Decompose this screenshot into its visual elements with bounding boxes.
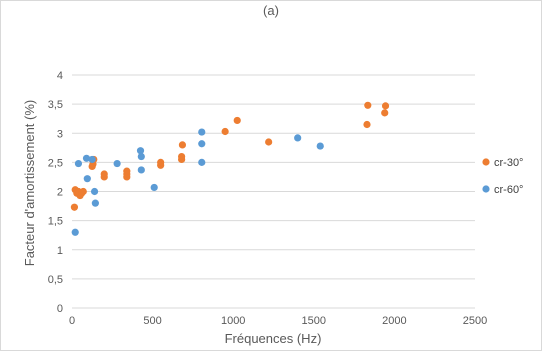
data-point bbox=[83, 175, 91, 183]
data-point bbox=[316, 142, 324, 150]
y-tick-label: 0,5 bbox=[48, 274, 63, 286]
data-point bbox=[82, 154, 91, 162]
y-tick-labels: 0 0,5 1 1,5 2 2,5 3 3,5 4 bbox=[48, 70, 63, 315]
grid-layer bbox=[72, 74, 475, 309]
data-point bbox=[137, 166, 145, 174]
data-point bbox=[198, 140, 206, 148]
legend-label: cr-30° bbox=[494, 157, 523, 169]
data-point bbox=[265, 138, 273, 146]
y-axis-title: Facteur d'amortissement (%) bbox=[22, 100, 37, 266]
data-point bbox=[178, 152, 186, 161]
y-tick-label: 3,5 bbox=[48, 99, 63, 111]
data-point bbox=[70, 203, 79, 211]
data-point bbox=[233, 116, 241, 125]
chart-title: (a) bbox=[263, 3, 279, 18]
data-point bbox=[381, 102, 390, 110]
x-axis-title: Fréquences (Hz) bbox=[225, 331, 322, 346]
data-point bbox=[364, 101, 372, 109]
data-point bbox=[90, 187, 99, 196]
x-tick-label: 2500 bbox=[463, 315, 487, 327]
y-tick-label: 2,5 bbox=[48, 157, 63, 169]
data-point bbox=[157, 158, 165, 166]
y-tick-label: 1 bbox=[57, 245, 63, 257]
data-point bbox=[137, 152, 145, 161]
data-point bbox=[294, 134, 302, 142]
data-point bbox=[123, 167, 131, 175]
series-1 bbox=[70, 101, 390, 211]
x-tick-label: 1000 bbox=[221, 315, 245, 327]
series-2 bbox=[71, 128, 324, 236]
data-point bbox=[113, 159, 121, 168]
x-tick-label: 1500 bbox=[302, 315, 326, 327]
legend-marker bbox=[482, 185, 490, 193]
y-tick-label: 2 bbox=[57, 187, 63, 199]
legend-label: cr-60° bbox=[494, 184, 523, 196]
data-point bbox=[221, 127, 229, 136]
data-point bbox=[71, 228, 79, 236]
y-tick-label: 1,5 bbox=[48, 216, 63, 228]
data-point bbox=[381, 109, 389, 117]
data-point bbox=[150, 183, 158, 192]
legend: cr-30° cr-60° bbox=[482, 157, 523, 196]
y-tick-label: 0 bbox=[57, 303, 63, 315]
data-point bbox=[136, 147, 145, 155]
data-point bbox=[178, 141, 187, 149]
data-points bbox=[70, 101, 390, 236]
x-tick-labels: 0 500 1000 1500 2000 2500 bbox=[69, 315, 487, 327]
data-point bbox=[100, 170, 108, 178]
data-point bbox=[198, 158, 206, 166]
data-point bbox=[79, 187, 87, 196]
x-tick-label: 0 bbox=[69, 315, 75, 327]
data-point bbox=[88, 155, 96, 164]
data-point bbox=[363, 120, 371, 129]
x-tick-label: 2000 bbox=[382, 315, 406, 327]
data-point bbox=[74, 159, 83, 168]
data-point bbox=[91, 199, 99, 207]
legend-marker bbox=[482, 158, 490, 166]
data-point bbox=[198, 128, 206, 136]
x-tick-label: 500 bbox=[143, 315, 161, 327]
y-tick-label: 3 bbox=[57, 128, 63, 140]
y-tick-label: 4 bbox=[57, 70, 63, 82]
